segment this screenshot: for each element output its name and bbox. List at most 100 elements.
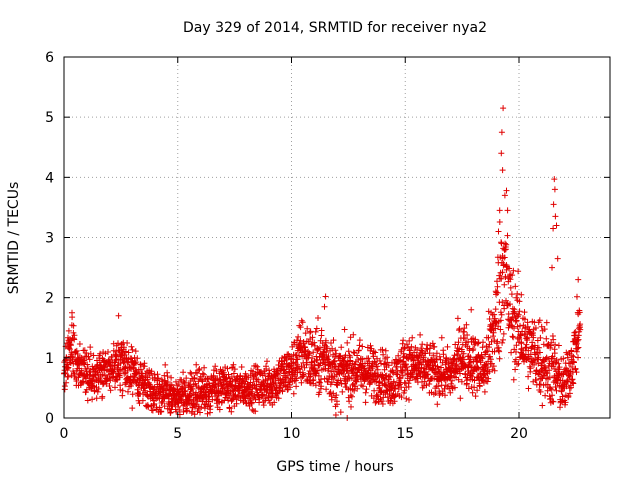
data-point bbox=[275, 395, 282, 402]
data-point bbox=[559, 393, 566, 400]
data-point bbox=[366, 358, 373, 365]
data-point bbox=[440, 351, 447, 358]
data-point bbox=[87, 344, 94, 351]
data-point bbox=[196, 366, 203, 372]
data-point bbox=[548, 386, 555, 393]
data-point bbox=[515, 268, 522, 275]
data-point bbox=[242, 370, 249, 377]
data-point bbox=[499, 269, 506, 276]
data-point bbox=[223, 374, 230, 381]
data-point bbox=[372, 349, 379, 356]
data-point bbox=[115, 312, 122, 319]
data-point bbox=[515, 360, 522, 367]
data-point bbox=[484, 378, 491, 385]
data-point bbox=[328, 396, 335, 403]
data-point bbox=[454, 315, 461, 322]
data-point bbox=[139, 397, 146, 404]
data-point bbox=[216, 406, 223, 413]
y-tick-label: 1 bbox=[45, 351, 54, 367]
data-point bbox=[573, 348, 580, 355]
data-point bbox=[350, 331, 357, 338]
data-point bbox=[476, 383, 483, 390]
data-point bbox=[315, 372, 322, 379]
data-point bbox=[552, 384, 559, 390]
data-point bbox=[552, 341, 559, 348]
data-point bbox=[403, 341, 410, 348]
data-point bbox=[293, 375, 300, 382]
data-point bbox=[405, 355, 412, 362]
data-point bbox=[158, 408, 165, 415]
data-point bbox=[457, 395, 464, 402]
data-point bbox=[436, 353, 443, 360]
data-point bbox=[263, 366, 270, 372]
data-point bbox=[395, 352, 402, 359]
data-point bbox=[328, 379, 335, 386]
data-point bbox=[518, 291, 525, 298]
data-point bbox=[401, 345, 408, 352]
data-point bbox=[304, 325, 311, 332]
data-point bbox=[317, 344, 323, 351]
data-point bbox=[248, 399, 255, 406]
data-point bbox=[331, 357, 338, 364]
data-point bbox=[498, 311, 505, 318]
data-point bbox=[107, 377, 114, 384]
data-point bbox=[338, 344, 345, 351]
data-point bbox=[258, 368, 265, 375]
data-point bbox=[91, 387, 98, 394]
data-point bbox=[491, 337, 498, 344]
data-point bbox=[212, 363, 219, 370]
data-point bbox=[306, 368, 313, 374]
x-tick-label: 15 bbox=[396, 426, 414, 442]
data-point bbox=[451, 384, 458, 391]
data-point bbox=[61, 383, 68, 390]
data-point bbox=[316, 389, 323, 396]
data-point bbox=[494, 289, 501, 296]
data-point bbox=[474, 387, 481, 394]
data-point bbox=[549, 392, 556, 399]
data-point bbox=[366, 380, 373, 386]
data-point bbox=[379, 401, 386, 407]
data-point bbox=[420, 354, 427, 361]
data-point bbox=[537, 334, 544, 341]
data-point bbox=[107, 387, 114, 394]
data-point bbox=[334, 401, 340, 408]
y-tick-label: 3 bbox=[45, 231, 54, 247]
data-point bbox=[129, 346, 136, 353]
data-point bbox=[215, 383, 222, 390]
data-point bbox=[149, 407, 156, 414]
data-point bbox=[541, 326, 548, 333]
data-point bbox=[554, 255, 561, 262]
data-point bbox=[444, 343, 451, 350]
data-point bbox=[491, 367, 498, 374]
data-point bbox=[434, 401, 441, 408]
data-point bbox=[356, 342, 363, 349]
data-point bbox=[231, 366, 238, 373]
data-point bbox=[110, 369, 117, 376]
data-point bbox=[299, 319, 306, 326]
chart-title: Day 329 of 2014, SRMTID for receiver nya… bbox=[183, 20, 487, 36]
data-point bbox=[298, 379, 305, 386]
data-point bbox=[294, 361, 301, 368]
data-point bbox=[546, 367, 553, 374]
data-point bbox=[475, 365, 482, 372]
data-point bbox=[156, 404, 163, 411]
data-point bbox=[129, 405, 136, 412]
data-point bbox=[73, 378, 80, 384]
data-point bbox=[253, 386, 260, 393]
data-point bbox=[189, 385, 196, 392]
data-point bbox=[168, 381, 175, 388]
data-point bbox=[128, 343, 135, 350]
data-point bbox=[530, 334, 537, 341]
data-point bbox=[180, 369, 187, 376]
data-point bbox=[500, 105, 507, 112]
data-point bbox=[254, 363, 261, 370]
data-point bbox=[199, 370, 206, 377]
data-point bbox=[271, 399, 278, 406]
data-point bbox=[151, 400, 158, 407]
data-point bbox=[268, 394, 274, 401]
data-point bbox=[311, 339, 318, 346]
data-point bbox=[487, 353, 493, 360]
data-point bbox=[507, 276, 514, 283]
data-point bbox=[129, 391, 136, 398]
data-point bbox=[380, 351, 387, 358]
